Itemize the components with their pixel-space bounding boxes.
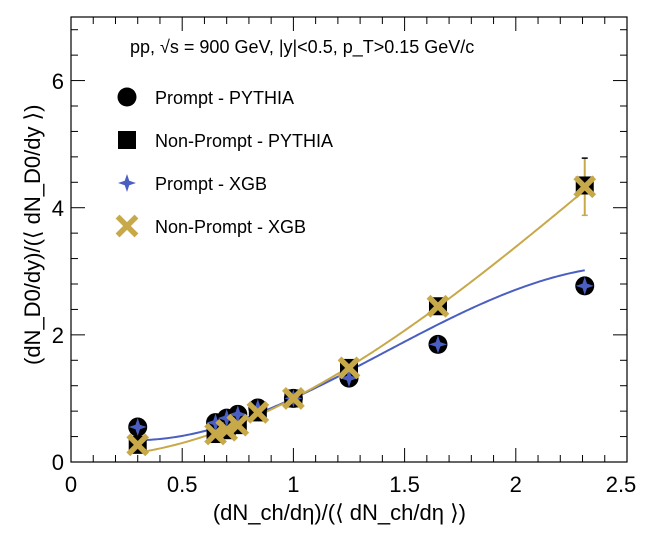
data-point-series-2 [228,405,247,424]
data-point-series-2 [128,418,147,437]
chart-title: pp, √s = 900 GeV, |y|<0.5, p_T>0.15 GeV/… [130,37,474,58]
legend-marker-series-3 [115,214,139,238]
data-point-series-3 [215,418,239,442]
data-point-series-2 [340,369,358,388]
x-axis-title: (dN_ch/dη)/(⟨ dN_ch/dη ⟩) [213,500,466,525]
x-tick-label: 0 [65,472,77,497]
legend-label-prompt-pythia: Prompt - PYTHIA [155,88,294,108]
legend-label-nonprompt-xgb: Non-Prompt - XGB [155,217,306,237]
legend-marker-series-1 [118,131,136,149]
data-point-series-3 [246,401,270,424]
data-point-series-3 [573,175,597,199]
data-point-series-3 [426,294,450,318]
y-tick-label: 2 [52,323,64,348]
y-axis-title: (dN_D0/dy)/(⟨ dN_D0/dy ⟩) [20,105,45,365]
legend: Prompt - PYTHIA Non-Prompt - PYTHIA Prom… [115,87,333,238]
x-tick-label: 1.5 [389,472,420,497]
x-tick-label: 2.5 [606,472,637,497]
legend-markers [115,87,139,238]
legend-label-prompt-xgb: Prompt - XGB [155,174,267,194]
legend-marker-series-0 [117,87,137,107]
data-point-series-2 [428,335,447,354]
x-tick-label: 0.5 [167,472,198,497]
x-tick-label: 1 [287,472,299,497]
y-tick-label: 4 [52,196,64,221]
x-tick-label: 2 [510,472,522,497]
data-point-series-2 [575,276,594,295]
data-point-series-3 [126,433,150,457]
data-point-series-3 [226,413,250,437]
data-point-series-2 [248,398,267,417]
y-tick-label: 0 [52,450,64,475]
data-point-series-3 [337,356,361,380]
plot-frame [70,16,628,463]
legend-marker-series-2 [118,174,136,192]
legend-label-nonprompt-pythia: Non-Prompt - PYTHIA [155,131,333,151]
axis-ticks [70,17,628,463]
data-point-series-3 [282,387,305,410]
data-points [126,175,597,457]
data-point-series-2 [217,409,236,428]
y-tick-label: 6 [52,69,64,94]
